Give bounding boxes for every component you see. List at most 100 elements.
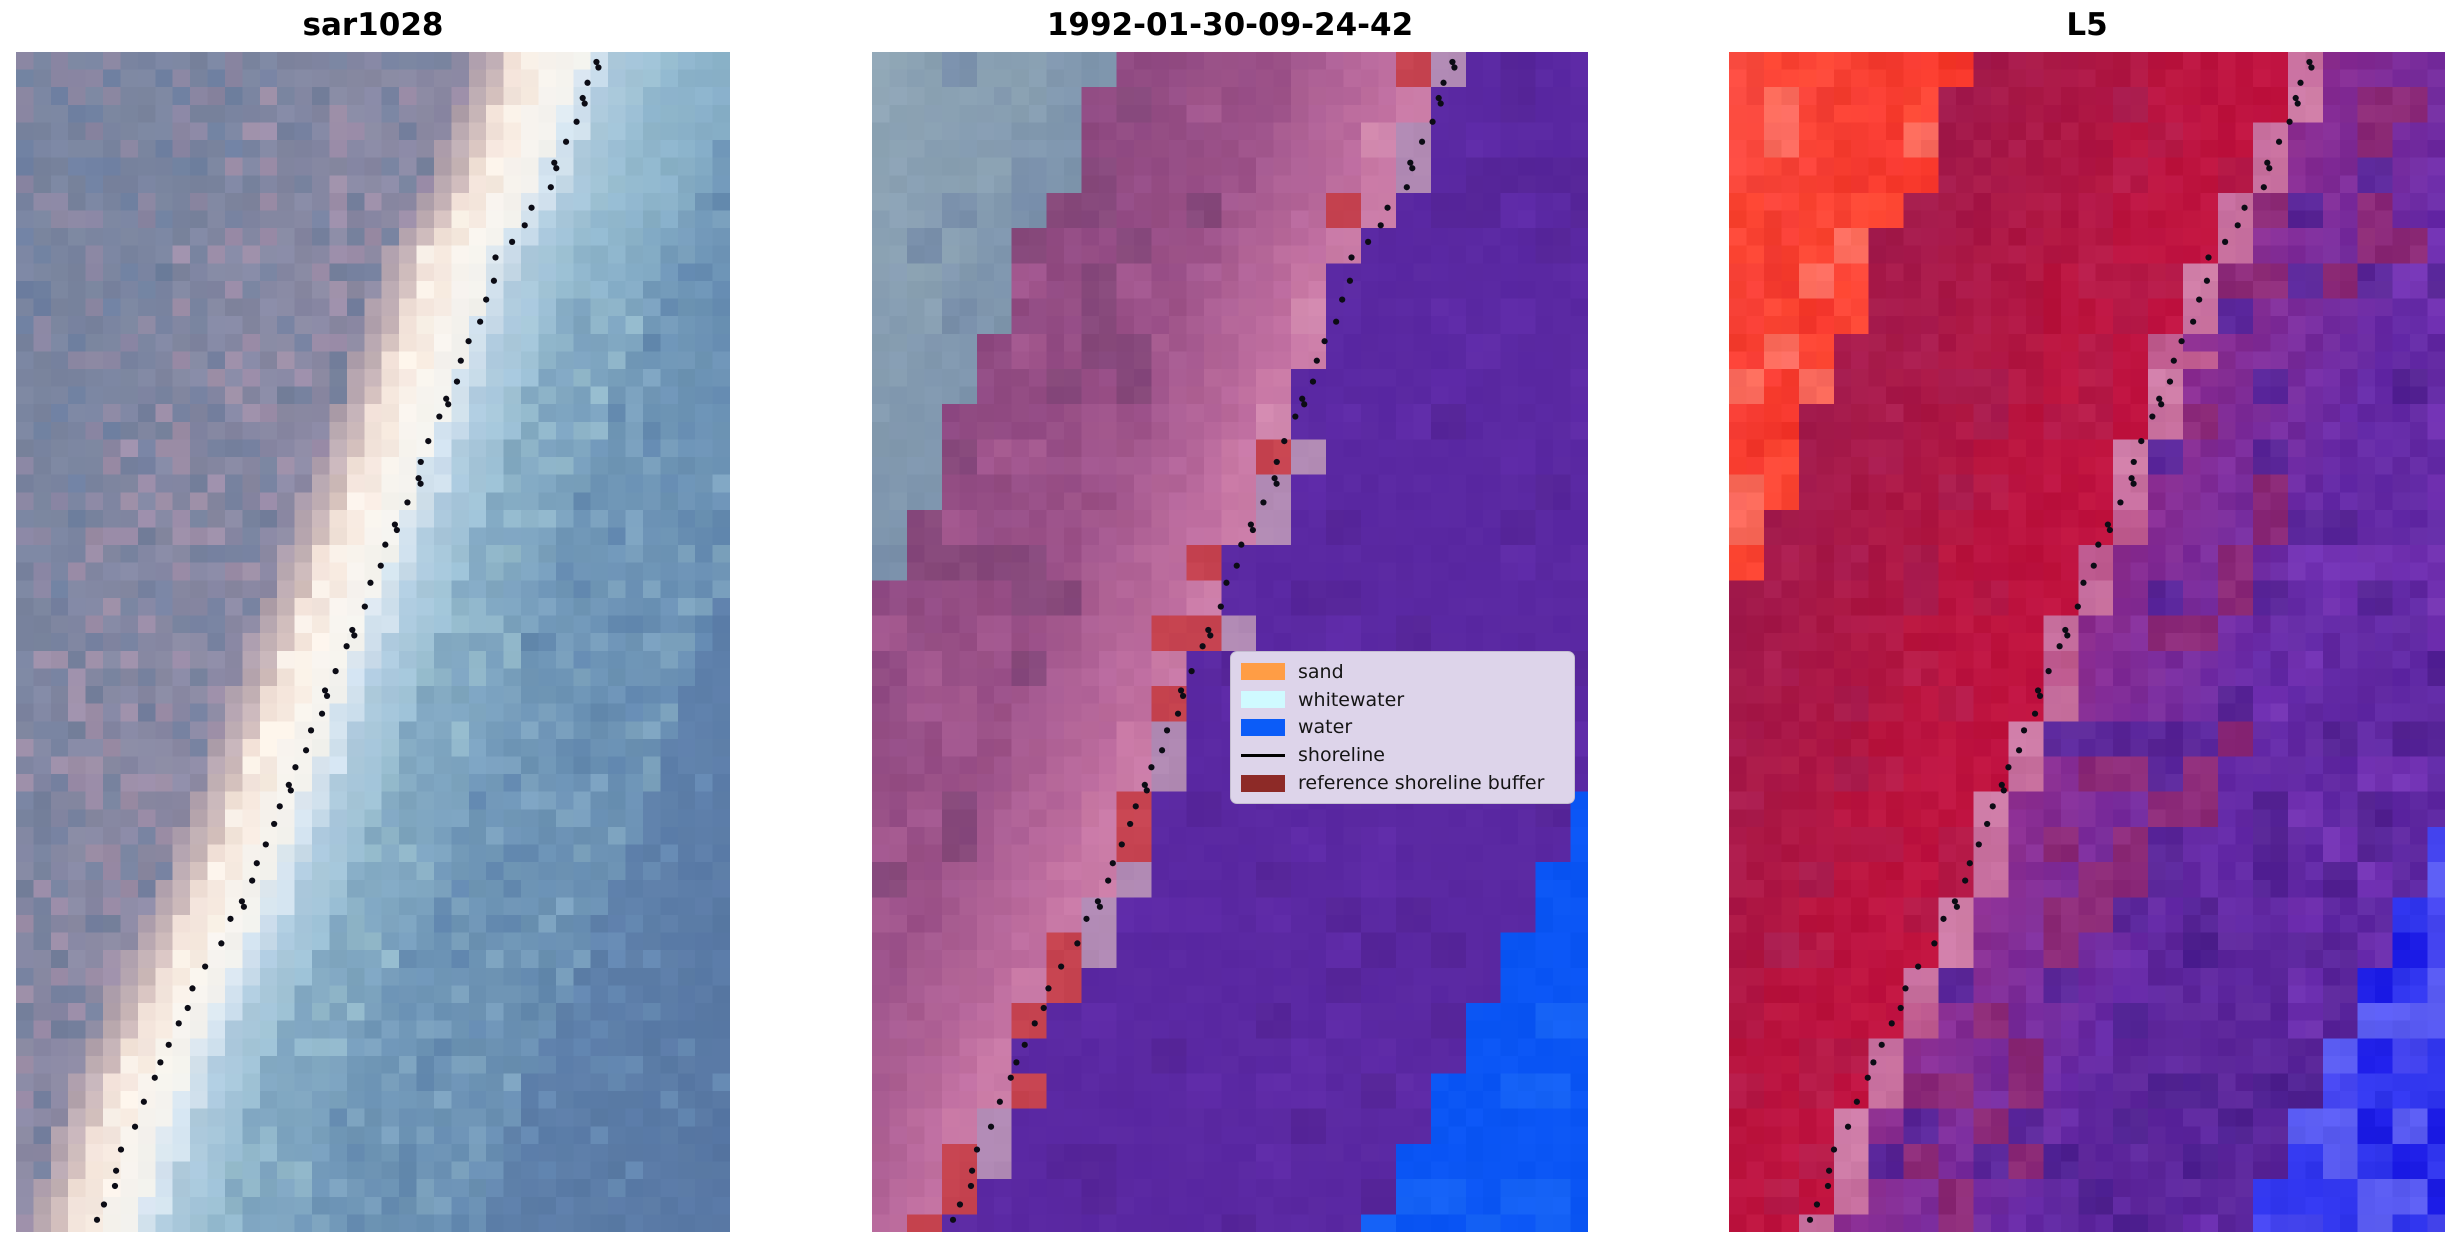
shoreline-dot xyxy=(1962,877,1969,884)
shoreline-dot xyxy=(2117,499,2124,506)
shoreline-dot xyxy=(2306,58,2313,66)
shoreline-dot xyxy=(1407,159,1414,166)
shoreline-dot xyxy=(1953,903,1961,910)
legend-line-swatch xyxy=(1241,753,1285,757)
shoreline-dot xyxy=(318,710,326,717)
shoreline-dot xyxy=(377,562,384,569)
shoreline-dot xyxy=(351,632,358,639)
shoreline-dot xyxy=(415,475,422,482)
shoreline-dot xyxy=(2260,184,2267,191)
shoreline-dot xyxy=(287,787,294,794)
shoreline-dot xyxy=(2074,603,2081,610)
panel-sar-image xyxy=(16,52,730,1232)
shoreline-dot xyxy=(465,338,472,345)
classified-image-canvas xyxy=(872,52,1588,1232)
shoreline-dot xyxy=(1127,820,1134,828)
shoreline-dot xyxy=(417,480,424,487)
shoreline-dot xyxy=(1853,1098,1860,1105)
shoreline-dot xyxy=(1292,413,1299,420)
panel-title-l5: L5 xyxy=(2066,7,2108,43)
shoreline-dot xyxy=(1105,877,1112,884)
shoreline-dot xyxy=(140,1098,147,1105)
shoreline-dot xyxy=(1188,668,1195,675)
shoreline-dot xyxy=(276,803,283,810)
shoreline-dot xyxy=(2000,787,2007,794)
shoreline-dot xyxy=(1199,643,1206,650)
shoreline-dot xyxy=(443,395,450,402)
shoreline-dot xyxy=(1844,1123,1852,1130)
legend-label: reference shoreline buffer xyxy=(1298,772,1545,795)
shoreline-dot xyxy=(2138,438,2145,445)
shoreline-dot xyxy=(1403,184,1410,191)
shoreline-dot xyxy=(2015,747,2023,754)
shoreline-dot xyxy=(1118,841,1125,848)
legend-label: whitewater xyxy=(1298,688,1405,711)
shoreline-dot xyxy=(361,603,368,610)
shoreline-dot xyxy=(573,118,580,125)
shoreline-dot xyxy=(1021,1041,1028,1048)
shoreline-dot xyxy=(453,378,461,385)
legend: sand whitewater water shoreline reference sh… xyxy=(1230,651,1575,804)
legend-label: sand xyxy=(1298,660,1344,683)
shoreline-dot xyxy=(2292,94,2299,102)
shoreline-dot xyxy=(2205,254,2212,261)
shoreline-dot xyxy=(1940,915,1947,922)
legend-label: water xyxy=(1298,716,1353,739)
shoreline-dot xyxy=(1217,603,1224,610)
shoreline-dot xyxy=(1830,1146,1838,1153)
shoreline-dot xyxy=(1040,1004,1047,1012)
shoreline-dot xyxy=(593,58,600,66)
shoreline-dot xyxy=(2178,338,2185,345)
shoreline-dot xyxy=(956,1201,964,1208)
shoreline-dot xyxy=(382,541,389,548)
shoreline-dot xyxy=(1429,118,1436,125)
shoreline-dot xyxy=(1333,318,1340,325)
shoreline-dot xyxy=(131,1123,139,1130)
shoreline-dot xyxy=(218,940,225,947)
shoreline-dot xyxy=(562,138,570,145)
shoreline-dot xyxy=(2170,357,2177,364)
shoreline-dot xyxy=(1449,58,1456,66)
shoreline-dot xyxy=(292,764,299,771)
shoreline-dot xyxy=(227,915,234,922)
shoreline-dot xyxy=(1174,710,1182,717)
shoreline-dot xyxy=(2104,521,2111,528)
shoreline-dot xyxy=(1247,521,1254,528)
shoreline-dot xyxy=(189,985,196,992)
shoreline-dot xyxy=(2264,159,2271,166)
legend-entry: reference shoreline buffer xyxy=(1241,769,1564,797)
shoreline-dot xyxy=(2156,395,2163,402)
shoreline-dot xyxy=(1384,204,1391,211)
shoreline-dot xyxy=(996,1098,1003,1105)
shoreline-dot xyxy=(1813,1201,1821,1208)
shoreline-dot xyxy=(1083,915,1090,922)
shoreline-dot xyxy=(949,1216,957,1223)
shoreline-dot xyxy=(2090,562,2097,569)
shoreline-dot xyxy=(1163,727,1171,734)
legend-color-swatch xyxy=(1241,691,1285,709)
shoreline-dot xyxy=(2064,632,2071,639)
shoreline-dot xyxy=(117,1146,125,1153)
shoreline-dot xyxy=(1931,940,1938,947)
shoreline-dot xyxy=(551,159,558,166)
shoreline-dot xyxy=(1074,940,1081,947)
shoreline-dot xyxy=(1143,787,1150,794)
shoreline-dot xyxy=(2196,296,2203,303)
panel-title-sar1028: sar1028 xyxy=(302,7,444,43)
shoreline-dot xyxy=(973,1146,981,1153)
legend-entry: sand xyxy=(1241,658,1564,686)
shoreline-dot xyxy=(2095,541,2102,548)
shoreline-dot xyxy=(1109,860,1116,867)
shoreline-dot xyxy=(1824,1182,1832,1190)
shoreline-dot xyxy=(111,1182,119,1190)
shoreline-dot xyxy=(2106,526,2113,534)
shoreline-dot xyxy=(483,296,490,303)
shoreline-dot xyxy=(1348,254,1355,261)
shoreline-dot xyxy=(1281,438,1288,445)
shoreline-dot xyxy=(1897,1004,1904,1012)
shoreline-dot xyxy=(2036,692,2044,700)
shoreline-dot xyxy=(417,458,424,466)
shoreline-dot xyxy=(2297,79,2304,86)
shoreline-dot xyxy=(2222,238,2229,245)
shoreline-dot xyxy=(1271,475,1278,482)
